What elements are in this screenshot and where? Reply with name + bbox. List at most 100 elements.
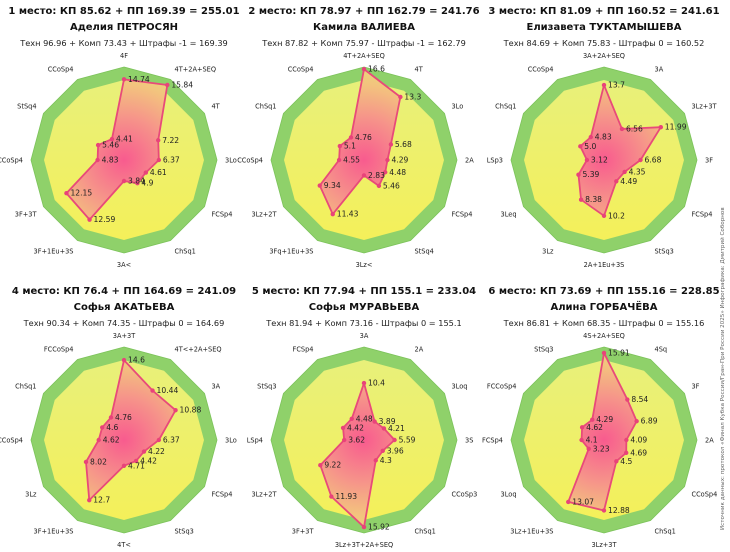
radar-point <box>625 397 630 402</box>
score-breakdown: Техн 87.82 + Комп 75.97 - Штрафы -1 = 16… <box>262 38 466 48</box>
radar-point <box>590 417 595 422</box>
panel-title: 4 место: КП 76.4 + ПП 164.69 = 241.09 <box>11 286 237 297</box>
value-label: 12.15 <box>70 189 92 198</box>
radar-point <box>634 418 639 424</box>
value-label: 4.71 <box>128 461 145 470</box>
skater-name: Камила ВАЛИЕВА <box>313 22 415 33</box>
skater-name: Аделия ПЕТРОСЯН <box>69 22 179 33</box>
radar-point <box>373 458 378 463</box>
value-label: 7.22 <box>162 136 179 145</box>
radar-point <box>584 157 590 163</box>
axis-label: StSq3 <box>534 346 553 354</box>
value-label: 4.62 <box>103 436 120 445</box>
radar-point <box>383 170 388 175</box>
radar-point <box>317 183 322 188</box>
panel-title: 3 место: КП 81.09 + ПП 160.52 = 241.61 <box>488 6 720 17</box>
radar-point <box>329 494 334 499</box>
axis-label: CCoSp4 <box>691 491 717 499</box>
axis-label: ChSq1 <box>255 103 276 111</box>
value-label: 6.68 <box>645 156 662 165</box>
value-label: 4.29 <box>391 156 408 165</box>
value-label: 8.54 <box>631 395 648 404</box>
axis-label: CCoSp4 <box>528 66 554 74</box>
radar-point <box>601 508 607 513</box>
axis-label: 3F+1Eu+3S <box>34 247 74 255</box>
value-label: 3.12 <box>591 156 608 165</box>
axis-label: 3Fq+1Eu+3S <box>269 247 313 255</box>
axis-label: 3A+3T <box>113 332 136 340</box>
value-label: 14.74 <box>128 75 150 84</box>
value-label: 3.89 <box>379 417 396 426</box>
radar-point <box>95 157 100 163</box>
radar-point <box>658 125 663 130</box>
radar-point <box>121 77 127 82</box>
radar-point <box>330 211 335 217</box>
radar-point <box>398 94 403 100</box>
radar-point <box>578 197 584 202</box>
radar-point <box>622 169 627 175</box>
value-label: 15.91 <box>608 348 630 357</box>
score-breakdown: Техн 84.69 + Комп 75.83 - Штрафы 0 = 160… <box>503 38 705 48</box>
value-label: 4.29 <box>596 415 613 424</box>
axis-label: FCCoSp4 <box>487 383 517 391</box>
value-label: 15.84 <box>171 80 193 89</box>
axis-label: FCSp4 <box>211 491 232 499</box>
radar-point <box>348 135 354 140</box>
radar-point <box>109 136 115 142</box>
value-label: 12.59 <box>94 215 116 224</box>
radar-point <box>578 144 583 149</box>
value-label: 9.22 <box>324 461 341 470</box>
axis-label: 3F+3T <box>292 527 315 535</box>
value-label: 4.21 <box>388 424 405 433</box>
radar-point <box>121 463 127 468</box>
skater-name: Софья МУРАВЬЕВА <box>308 302 420 313</box>
value-label: 10.4 <box>368 379 385 388</box>
axis-label: CCoSp4 <box>237 157 263 165</box>
axis-label: 3Loq <box>451 383 467 391</box>
axis-label: FCSp4 <box>293 346 314 354</box>
value-label: 4.35 <box>629 167 646 176</box>
panel-title: 6 место: КП 73.69 + ПП 155.16 = 228.85 <box>488 286 720 297</box>
value-label: 14.6 <box>128 356 145 365</box>
value-label: 4.22 <box>148 447 165 456</box>
value-label: 4.62 <box>586 423 603 432</box>
score-breakdown: Техн 81.94 + Комп 73.16 - Штрафы 0 = 155… <box>266 318 462 328</box>
radar-point <box>340 425 346 431</box>
radar-point <box>337 143 343 149</box>
value-label: 15.92 <box>368 523 390 532</box>
score-breakdown: Техн 90.34 + Комп 74.35 - Штрафы 0 = 164… <box>23 318 225 328</box>
axis-label: 3A+2A+SEQ <box>583 52 625 60</box>
value-label: 5.39 <box>582 170 599 179</box>
radar-point <box>349 416 354 421</box>
value-label: 3.23 <box>593 444 610 453</box>
radar-point <box>342 437 347 443</box>
axis-label: 4T <box>415 66 424 74</box>
axis-label: FCSp4 <box>451 211 472 219</box>
value-label: 4.55 <box>343 156 360 165</box>
axis-label: 3Loq <box>501 491 517 499</box>
value-label: 10.2 <box>608 211 625 220</box>
radar-point <box>87 497 92 503</box>
axis-label: 3Lz+3T <box>591 541 617 549</box>
radar-chart: 13.7 6.56 11.99 6.68 4.354.49 10.2 8.38 5.39 3.1… <box>487 52 718 269</box>
axis-label: 3F+1Eu+3S <box>34 527 74 535</box>
value-label: 5.1 <box>344 142 356 151</box>
axis-label: 3F <box>691 383 699 391</box>
radar-point <box>638 157 643 163</box>
axis-label: LSp4 <box>247 437 263 445</box>
radar-panel-6: 6 место: КП 73.69 + ПП 155.16 = 228.85 А… <box>482 280 724 549</box>
radar-point <box>121 178 127 184</box>
value-label: 12.88 <box>608 506 630 515</box>
axis-label: 4T <box>211 103 220 111</box>
radar-point <box>100 425 105 430</box>
radar-point <box>156 437 162 443</box>
radar-point <box>165 82 170 88</box>
value-label: 12.7 <box>93 496 110 505</box>
axis-label: 4T+2A+SEQ <box>175 66 217 74</box>
axis-label: 3A <box>211 383 220 391</box>
value-label: 3.96 <box>387 446 404 455</box>
axis-label: ChSq1 <box>15 383 36 391</box>
axis-label: 3Lz+3T <box>691 103 717 111</box>
axis-label: FCCoSp4 <box>44 346 74 354</box>
axis-label: 2A <box>705 437 714 445</box>
